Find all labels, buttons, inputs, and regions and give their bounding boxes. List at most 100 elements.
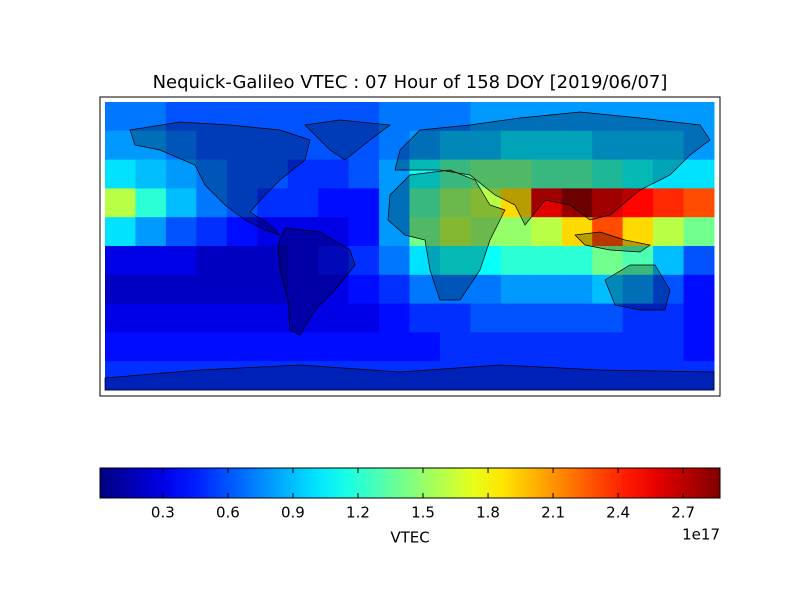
cell [318,274,350,305]
cell [348,159,380,189]
cell [592,303,624,333]
cell [348,361,380,391]
cell [318,303,350,333]
cell [500,303,532,333]
cell [196,159,228,189]
cell [257,332,289,362]
cell [439,246,471,276]
cell [226,188,258,218]
cell [226,332,258,362]
cell [287,130,319,161]
coastlines [104,111,715,391]
cell [226,159,258,189]
cell [196,303,228,333]
cell [622,159,654,189]
cell [196,332,228,362]
colorbar-tick-label: 1.8 [476,504,500,522]
cell [379,217,410,247]
cell [653,188,685,218]
cell [226,246,258,276]
cell [561,303,593,333]
cell [135,159,167,189]
cell [653,303,685,333]
colorbar-tick-label: 1.2 [346,504,370,522]
cell [165,361,197,391]
cell [531,217,563,247]
cell [379,188,410,218]
cell [622,130,654,161]
eurasia [394,111,711,226]
colorbar-tick-label: 0.3 [151,504,175,522]
cell [653,102,685,132]
cell [135,274,167,305]
cell [531,332,563,362]
colorbar-tick-label: 0.6 [216,504,240,522]
cell [470,217,502,247]
colorbar [99,467,721,499]
cell [226,217,258,247]
cell [318,188,350,218]
cell [165,102,197,132]
colorbar-tick-label: 2.1 [541,504,565,522]
cell [287,188,319,218]
cell [287,246,319,276]
cell [500,159,532,189]
cell [531,130,563,161]
cell [409,274,441,305]
cell [348,188,380,218]
cell [622,274,654,305]
cell [683,274,715,305]
cell [135,361,167,391]
cell [500,246,532,276]
antarctica [104,364,715,391]
cell [592,102,624,132]
cell [439,332,471,362]
cell [165,188,197,218]
map-frame [99,96,721,397]
cell [196,130,228,161]
cell [379,361,410,391]
cell [470,332,502,362]
cell [226,274,258,305]
cell [653,361,685,391]
cell [257,188,289,218]
cell [226,303,258,333]
cell [531,274,563,305]
cell [592,159,624,189]
cell [470,188,502,218]
cell [561,332,593,362]
cell [105,159,136,189]
cell [348,102,380,132]
cell [531,303,563,333]
cell [470,130,502,161]
cell [165,159,197,189]
cell [622,303,654,333]
cell [409,303,441,333]
greenland [304,119,391,161]
cell [683,188,715,218]
cell [439,361,471,391]
cell [348,130,380,161]
cell [561,102,593,132]
cell [379,274,410,305]
cell [196,361,228,391]
cell [683,130,715,161]
cell [653,130,685,161]
cell [470,159,502,189]
cell [105,246,136,276]
cell [653,217,685,247]
cell [318,159,350,189]
cell [561,246,593,276]
north-america [129,121,311,236]
cell [105,274,136,305]
cell [561,188,593,218]
cell [592,217,624,247]
cell [135,217,167,247]
cell [226,130,258,161]
cell [135,188,167,218]
cell [561,159,593,189]
cell [561,130,593,161]
cell [470,102,502,132]
cell [531,159,563,189]
